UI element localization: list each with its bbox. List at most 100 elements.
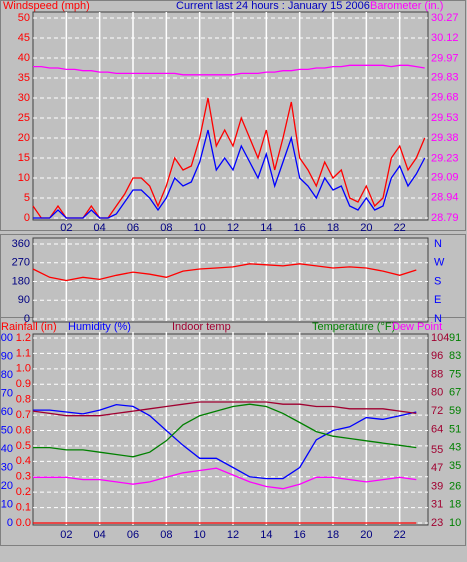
y-tick-label: 0.7 bbox=[16, 409, 31, 421]
series-line bbox=[33, 403, 417, 480]
legend-label: Dew Point bbox=[392, 321, 442, 333]
y2-tick-label: 30.27 bbox=[431, 12, 459, 24]
y-tick-label: 180 bbox=[12, 275, 30, 287]
series-line bbox=[33, 64, 425, 76]
y-tick-label: 0.4 bbox=[16, 455, 31, 467]
y-tick-label: 67 bbox=[449, 387, 461, 399]
y-tick-label: 0 bbox=[24, 313, 30, 325]
y2-tick-label: 29.09 bbox=[431, 171, 459, 183]
x-tick-label: 16 bbox=[294, 529, 306, 541]
y-tick-label: 0.9 bbox=[16, 378, 31, 390]
y-tick-label: 96 bbox=[431, 350, 443, 362]
legend-label: Indoor temp bbox=[172, 321, 231, 333]
y2-tick-label: E bbox=[434, 294, 441, 306]
y-tick-label: 40 bbox=[18, 52, 30, 64]
y-tick-label: 0.0 bbox=[16, 517, 31, 529]
x-tick-label: 10 bbox=[194, 529, 206, 541]
y2-tick-label: W bbox=[434, 257, 445, 269]
x-tick-label: 22 bbox=[394, 222, 406, 234]
x-tick-label: 14 bbox=[260, 222, 272, 234]
y-tick-label: 50 bbox=[1, 424, 13, 436]
y-tick-label: 10 bbox=[449, 517, 461, 529]
x-tick-label: 20 bbox=[360, 529, 372, 541]
series-line bbox=[32, 263, 417, 282]
plot-area bbox=[32, 11, 429, 221]
series-line bbox=[33, 467, 417, 490]
y-tick-label: 1.2 bbox=[16, 332, 31, 344]
y-tick-label: 75 bbox=[449, 368, 461, 380]
y2-tick-label: 29.83 bbox=[431, 71, 459, 83]
plot-area bbox=[32, 333, 429, 526]
y-tick-label: 0.5 bbox=[16, 440, 31, 452]
y-tick-label: 1.1 bbox=[16, 347, 31, 359]
x-tick-label: 14 bbox=[260, 529, 272, 541]
chart-title: Current last 24 hours : January 15 2006 bbox=[176, 0, 370, 12]
y-tick-label: 40 bbox=[1, 443, 13, 455]
series-line bbox=[32, 401, 417, 417]
y-tick-label: 83 bbox=[449, 350, 461, 362]
y2-tick-label: 28.79 bbox=[431, 212, 459, 224]
y-tick-label: 43 bbox=[449, 442, 461, 454]
x-tick-label: 16 bbox=[294, 222, 306, 234]
y-tick-label: 10 bbox=[1, 498, 13, 510]
y-tick-label: 0.6 bbox=[16, 424, 31, 436]
legend-label: Temperature (°F) bbox=[312, 321, 395, 333]
y-tick-label: 25 bbox=[18, 112, 30, 124]
x-tick-label: 06 bbox=[127, 222, 139, 234]
y-tick-label: 0.2 bbox=[16, 486, 31, 498]
y-tick-label: 47 bbox=[431, 462, 443, 474]
y-tick-label: 360 bbox=[12, 238, 30, 250]
y-tick-label: 0.8 bbox=[16, 394, 31, 406]
series-line bbox=[33, 403, 417, 458]
y2-tick-label: S bbox=[434, 275, 441, 287]
y-tick-label: 18 bbox=[449, 499, 461, 511]
y2-tick-label: 29.97 bbox=[431, 52, 459, 64]
y-tick-label: 20 bbox=[1, 480, 13, 492]
y-tick-label: 1.0 bbox=[16, 363, 31, 375]
y2-tick-label: 29.53 bbox=[431, 112, 459, 124]
y-tick-label: 90 bbox=[1, 350, 13, 362]
y-tick-label: 10 bbox=[18, 172, 30, 184]
y-tick-label: 5 bbox=[24, 192, 30, 204]
y-tick-label: 70 bbox=[1, 387, 13, 399]
y-tick-label: 35 bbox=[449, 460, 461, 472]
x-tick-label: 18 bbox=[327, 222, 339, 234]
y2-tick-label: 29.38 bbox=[431, 132, 459, 144]
legend-label: Humidity (%) bbox=[68, 321, 131, 333]
plot-area bbox=[32, 237, 429, 323]
y-tick-label: 0 bbox=[24, 212, 30, 224]
y-tick-label: 64 bbox=[431, 423, 443, 435]
x-tick-label: 08 bbox=[160, 222, 172, 234]
y2-axis-label: Barometer (in.) bbox=[370, 0, 443, 12]
series-line bbox=[33, 129, 426, 219]
x-tick-label: 06 bbox=[127, 529, 139, 541]
y2-tick-label: 28.94 bbox=[431, 192, 459, 204]
x-tick-label: 08 bbox=[160, 529, 172, 541]
y-tick-label: 100 bbox=[0, 332, 13, 344]
y-tick-label: 55 bbox=[431, 444, 443, 456]
x-tick-label: 20 bbox=[360, 222, 372, 234]
y-tick-label: 60 bbox=[1, 406, 13, 418]
y-tick-label: 72 bbox=[431, 405, 443, 417]
y-tick-label: 31 bbox=[431, 499, 443, 511]
y-tick-label: 0.3 bbox=[16, 471, 31, 483]
y-tick-label: 88 bbox=[431, 368, 443, 380]
x-tick-label: 12 bbox=[227, 529, 239, 541]
y2-tick-label: 30.12 bbox=[431, 32, 459, 44]
y-tick-label: 35 bbox=[18, 72, 30, 84]
y-tick-label: 23 bbox=[431, 517, 443, 529]
y-tick-label: 39 bbox=[431, 480, 443, 492]
y-tick-label: 0 bbox=[7, 517, 13, 529]
x-tick-label: 10 bbox=[194, 222, 206, 234]
y2-tick-label: N bbox=[434, 313, 442, 325]
x-tick-label: 12 bbox=[227, 222, 239, 234]
y2-tick-label: N bbox=[434, 238, 442, 250]
y-tick-label: 80 bbox=[431, 387, 443, 399]
x-tick-label: 22 bbox=[394, 529, 406, 541]
y-tick-label: 45 bbox=[18, 32, 30, 44]
x-tick-label: 02 bbox=[60, 222, 72, 234]
y-tick-label: 270 bbox=[12, 257, 30, 269]
x-tick-label: 18 bbox=[327, 529, 339, 541]
y-tick-label: 50 bbox=[18, 12, 30, 24]
y-tick-label: 30 bbox=[18, 92, 30, 104]
